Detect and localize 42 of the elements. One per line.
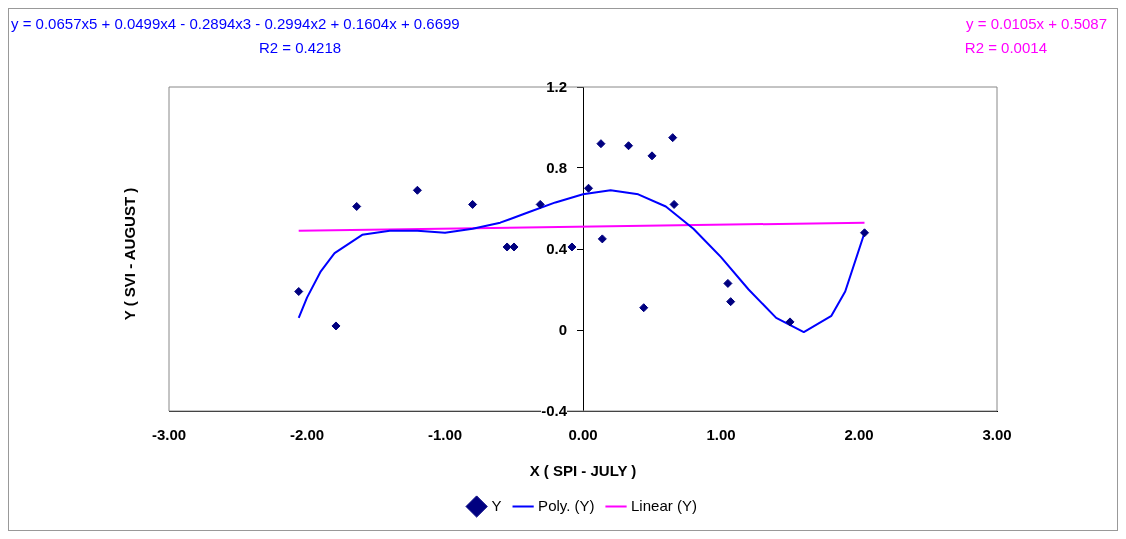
x-tick-label: -3.00 <box>151 426 187 444</box>
legend-label: Y <box>491 496 502 514</box>
point <box>639 303 649 313</box>
x-axis-title: X ( SPI - JULY ) <box>529 462 637 480</box>
point <box>647 151 657 161</box>
text: R2 = 0.0014 <box>964 39 1047 56</box>
text: y = 0.0657x5 + 0.0499x4 - 0.2894x3 - 0.2994x2 + 0.1604x + 0.6699 <box>11 15 460 32</box>
point <box>412 185 422 195</box>
x-tick-label: 2.00 <box>844 426 874 444</box>
point <box>860 228 870 238</box>
x-tick-label: -1.00 <box>427 426 463 444</box>
point <box>668 133 678 143</box>
legend-label: Poly. (Y) <box>538 496 595 514</box>
text: y = 0.0105x + 0.5087 <box>966 15 1107 32</box>
point <box>331 321 341 331</box>
point <box>624 141 634 151</box>
y-tick-label: 0 <box>558 321 567 339</box>
point <box>535 199 545 209</box>
point <box>723 278 733 288</box>
y-tick-label: 0.8 <box>546 159 567 177</box>
point <box>502 242 512 252</box>
x-tick-label: 1.00 <box>706 426 736 444</box>
legend-label: Linear (Y) <box>631 496 697 514</box>
point <box>509 242 519 252</box>
point <box>352 201 362 211</box>
point <box>584 183 594 193</box>
y-tick-label: 0.4 <box>546 240 567 258</box>
point <box>726 297 736 307</box>
y-tick-label: -0.4 <box>541 402 567 420</box>
x-tick-label: -2.00 <box>289 426 325 444</box>
text: R2 = 0.4218 <box>259 39 342 56</box>
x-tick-label: 3.00 <box>982 426 1012 444</box>
point <box>785 317 795 327</box>
point <box>597 234 607 244</box>
y-axis-title: Y ( SVI - AUGUST ) <box>120 187 138 321</box>
point <box>468 199 478 209</box>
point <box>567 242 577 252</box>
y-tick-label: 1.2 <box>546 78 567 96</box>
point <box>669 199 679 209</box>
point <box>294 287 304 297</box>
x-tick-label: 0.00 <box>568 426 598 444</box>
point <box>596 139 606 149</box>
